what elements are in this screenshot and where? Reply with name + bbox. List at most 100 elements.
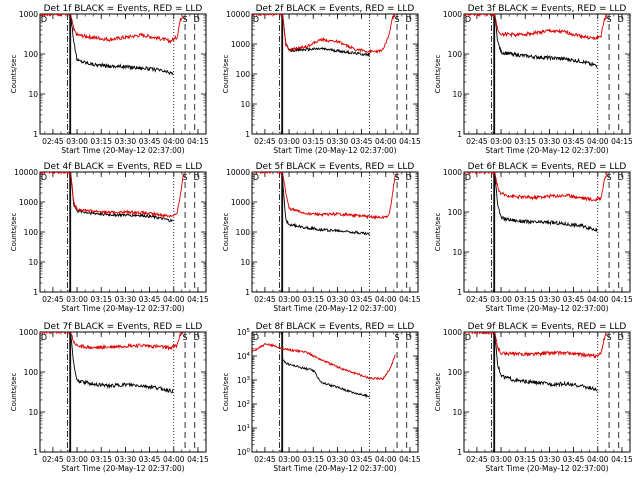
marker-label: S xyxy=(607,333,612,342)
x-tick-label: 03:15 xyxy=(90,137,112,146)
marker-label: D xyxy=(618,173,624,182)
y-tick-label: 100 xyxy=(24,228,39,237)
y-tick-label: 1 xyxy=(245,130,250,139)
x-tick-label: 04:15 xyxy=(187,455,209,464)
y-tick-label: 1000 xyxy=(231,198,250,207)
plot-frame xyxy=(463,13,631,135)
x-tick-label: 03:15 xyxy=(90,295,112,304)
y-axis-label: Counts/sec xyxy=(222,55,230,94)
x-tick-label: 04:15 xyxy=(611,137,633,146)
y-tick-label: 1 xyxy=(33,288,38,297)
marker-label: D xyxy=(194,173,200,182)
y-tick-label: 10 xyxy=(240,100,250,109)
x-tick-label: 04:15 xyxy=(399,295,421,304)
x-tick-label: 03:15 xyxy=(90,455,112,464)
panel-title: Det 4f BLACK = Events, RED = LLD xyxy=(44,162,203,172)
y-tick-label: 1000 xyxy=(19,328,38,337)
x-tick-label: 02:45 xyxy=(466,137,488,146)
x-tick-label: 02:45 xyxy=(254,295,276,304)
series-lld-line xyxy=(464,332,608,359)
x-tick-label: 03:30 xyxy=(539,295,561,304)
x-axis-label: Start Time (20-May-12 02:37:00) xyxy=(61,304,184,313)
series-events-line xyxy=(494,15,598,68)
panel-1: Det 1f BLACK = Events, RED = LLD 1 10 100 10… xyxy=(10,4,209,155)
x-tick-label: 03:45 xyxy=(351,137,373,146)
panel-3: Det 3f BLACK = Events, RED = LLD 1 10 100 10… xyxy=(434,4,633,155)
y-tick-label: 1 xyxy=(245,288,250,297)
y-axis-label: Counts/sec xyxy=(10,55,18,94)
x-tick-label: 03:45 xyxy=(563,137,585,146)
x-axis-label: Start Time (20-May-12 02:37:00) xyxy=(485,146,608,155)
series-events-line xyxy=(282,179,370,236)
marker-label: D xyxy=(41,333,47,342)
series-lld-line xyxy=(464,14,608,41)
x-tick-label: 03:00 xyxy=(278,455,300,464)
panel-title: Det 3f BLACK = Events, RED = LLD xyxy=(468,4,627,14)
x-tick-label: 03:00 xyxy=(278,295,300,304)
x-tick-label: 02:45 xyxy=(42,455,64,464)
y-tick-label: 101 xyxy=(237,424,250,433)
x-tick-label: 03:45 xyxy=(139,137,161,146)
marker-label: S xyxy=(395,333,400,342)
x-tick-label: 03:00 xyxy=(66,295,88,304)
y-tick-label: 1000 xyxy=(231,40,250,49)
x-tick-label: 02:45 xyxy=(42,137,64,146)
marker-label: D xyxy=(253,333,259,342)
marker-label: D xyxy=(253,15,259,24)
marker-label: S xyxy=(607,173,612,182)
x-tick-label: 04:00 xyxy=(163,137,185,146)
series-lld-line xyxy=(252,343,396,381)
x-tick-label: 03:15 xyxy=(514,137,536,146)
panel-title: Det 9f BLACK = Events, RED = LLD xyxy=(468,322,627,332)
x-tick-label: 03:15 xyxy=(302,295,324,304)
panel-title: Det 6f BLACK = Events, RED = LLD xyxy=(468,162,627,172)
y-tick-label: 1 xyxy=(457,448,462,457)
x-tick-label: 04:15 xyxy=(611,295,633,304)
panel-7: Det 7f BLACK = Events, RED = LLD 1 10 100 10… xyxy=(10,322,209,473)
x-tick-label: 03:00 xyxy=(278,137,300,146)
x-axis-label: Start Time (20-May-12 02:37:00) xyxy=(485,464,608,473)
y-axis-label: Counts/sec xyxy=(434,55,442,94)
x-axis-label: Start Time (20-May-12 02:37:00) xyxy=(273,304,396,313)
x-tick-label: 03:30 xyxy=(115,455,137,464)
x-tick-label: 03:15 xyxy=(514,455,536,464)
x-tick-label: 03:45 xyxy=(351,455,373,464)
panel-title: Det 5f BLACK = Events, RED = LLD xyxy=(256,162,415,172)
marker-label: D xyxy=(406,173,412,182)
x-tick-label: 03:30 xyxy=(539,455,561,464)
x-tick-label: 03:30 xyxy=(115,137,137,146)
panel-4: Det 4f BLACK = Events, RED = LLD 1 10 100 10… xyxy=(10,162,209,313)
y-tick-label: 1 xyxy=(457,130,462,139)
x-tick-label: 03:30 xyxy=(327,295,349,304)
series-events-line xyxy=(70,332,174,394)
marker-label: D xyxy=(406,333,412,342)
x-tick-label: 03:15 xyxy=(302,455,324,464)
y-tick-label: 100 xyxy=(24,50,39,59)
plot-frame xyxy=(39,331,207,453)
plot-frame xyxy=(463,331,631,453)
x-tick-label: 04:00 xyxy=(375,455,397,464)
y-tick-label: 104 xyxy=(237,352,251,361)
x-axis-label: Start Time (20-May-12 02:37:00) xyxy=(61,146,184,155)
x-tick-label: 04:15 xyxy=(399,455,421,464)
x-tick-label: 02:45 xyxy=(254,137,276,146)
x-tick-label: 04:00 xyxy=(587,137,609,146)
y-tick-label: 1000 xyxy=(443,168,462,177)
marker-label: D xyxy=(41,173,47,182)
series-lld-line xyxy=(464,172,608,202)
x-tick-label: 02:45 xyxy=(466,455,488,464)
x-tick-label: 04:15 xyxy=(611,455,633,464)
series-lld-line xyxy=(40,172,184,218)
x-tick-label: 04:00 xyxy=(163,295,185,304)
marker-label: D xyxy=(465,333,471,342)
y-tick-label: 100 xyxy=(236,70,251,79)
x-tick-label: 04:00 xyxy=(375,295,397,304)
x-tick-label: 04:00 xyxy=(163,455,185,464)
y-tick-label: 10 xyxy=(28,258,38,267)
x-axis-label: Start Time (20-May-12 02:37:00) xyxy=(273,146,396,155)
panel-2: Det 2f BLACK = Events, RED = LLD 1 10 100 10… xyxy=(222,4,421,155)
x-tick-label: 03:15 xyxy=(302,137,324,146)
panel-9: Det 9f BLACK = Events, RED = LLD 1 10 100 10… xyxy=(434,322,633,473)
y-tick-label: 10 xyxy=(28,408,38,417)
x-tick-label: 02:45 xyxy=(254,455,276,464)
